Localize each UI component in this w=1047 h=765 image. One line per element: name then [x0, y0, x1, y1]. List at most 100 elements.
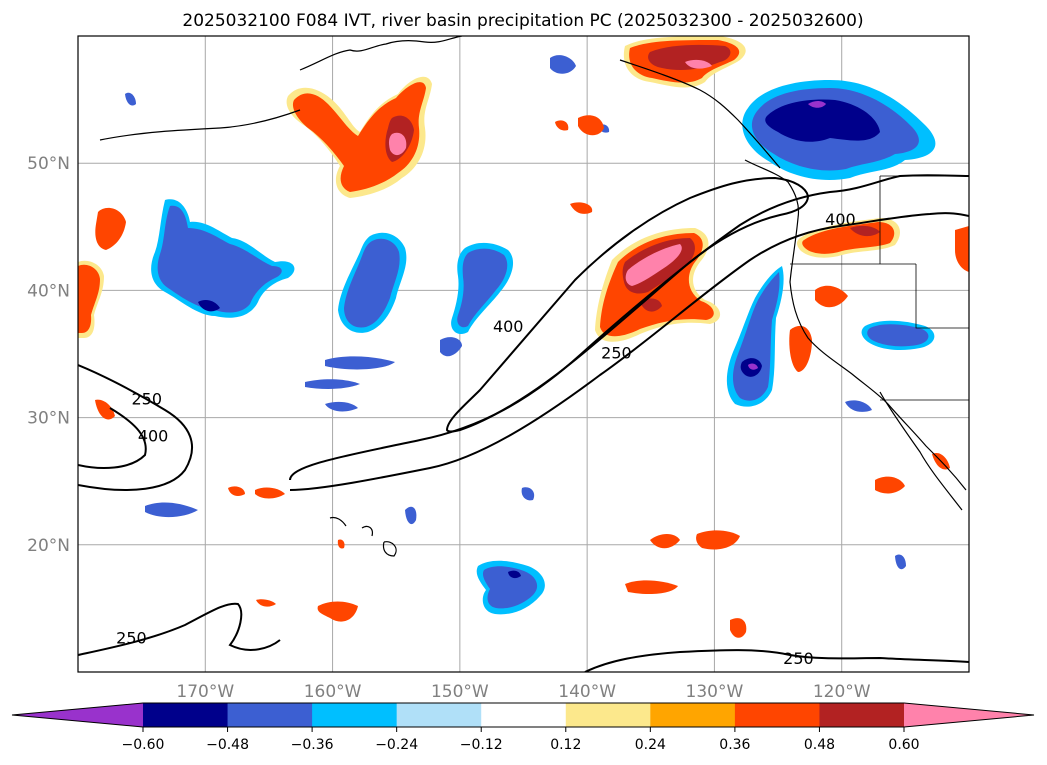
colorbar-segment	[143, 703, 229, 727]
bc-alaska-negative-extreme	[808, 101, 826, 108]
small-negative-patch-1	[325, 356, 395, 370]
colorbar-tick-label: −0.12	[460, 737, 503, 753]
ivt-contour-250-outer	[78, 364, 194, 491]
gulf-alaska-positive-dark	[648, 44, 731, 70]
lon-tick-label: 120°W	[813, 682, 871, 702]
small-negative-patch-11	[845, 400, 872, 412]
small-positive-patch-2	[95, 399, 115, 420]
lon-tick-label: 140°W	[558, 682, 616, 702]
central-positive-patch	[696, 530, 740, 550]
small-positive-patch-6	[570, 202, 593, 214]
colorbar-tick-label: −0.36	[291, 737, 334, 753]
west-edge-positive-core	[78, 264, 100, 333]
small-negative-patch-5	[405, 506, 417, 525]
colorbar-tick-label: 0.24	[635, 737, 666, 753]
southeast-alaska-coast	[619, 59, 781, 169]
ivt-contours	[78, 174, 969, 672]
central-pacific-west-negative-deep	[198, 300, 220, 312]
southern-california-positive	[789, 325, 812, 372]
colorbar-segment	[819, 703, 905, 727]
colorbar-extend-high	[904, 703, 1034, 727]
precipitation-pc-anomalies	[78, 36, 969, 638]
small-negative-patch-3	[325, 401, 358, 412]
lat-tick-label: 30°N	[27, 409, 70, 429]
hawaii-islands	[329, 516, 397, 557]
contour-label: 400	[825, 210, 856, 229]
colorbar-segment	[312, 703, 398, 727]
bc-alaska-negative-deep	[765, 99, 880, 142]
midlatitude-positive-peak	[625, 244, 682, 286]
contour-label: 400	[138, 426, 169, 445]
west-edge-positive-2	[95, 207, 126, 250]
map-border	[77, 35, 970, 673]
lon-tick-label: 130°W	[686, 682, 744, 702]
bering-sea-positive-core	[292, 82, 426, 192]
small-negative-patch-2	[305, 379, 360, 389]
lat-tick-label: 20°N	[27, 536, 70, 556]
baja-california-coast	[879, 391, 963, 511]
contour-labels: 250 400 400 250 400 250 250	[116, 210, 856, 668]
northeast-edge-positive	[955, 226, 969, 272]
negative-pc-regions	[125, 55, 936, 615]
colorbar-segment	[565, 703, 651, 727]
longitude-tick-labels: 170°W 160°W 150°W 140°W 130°W 120°W	[176, 682, 870, 702]
gridlines	[78, 36, 969, 672]
colorbar-tick-label: 0.48	[804, 737, 835, 753]
ivt-contour-250-bottom-right	[584, 649, 969, 672]
alaska-coast	[299, 36, 463, 71]
offshore-california-negative-extreme	[748, 363, 758, 370]
pacific-northwest-positive-dark	[850, 225, 880, 237]
latitude-tick-labels: 50°N 40°N 30°N 20°N	[27, 154, 70, 556]
north-pacific-small-negative-core	[457, 248, 508, 328]
subtropical-negative-core	[482, 566, 538, 609]
nevada-positive	[815, 285, 848, 308]
southern-positive-patch	[625, 580, 678, 594]
southwest-us-negative-core	[867, 324, 929, 347]
midlatitude-positive-dark-2	[640, 298, 662, 312]
us-west-coast	[789, 217, 967, 491]
colorbar-tick-label: 0.12	[550, 737, 581, 753]
bering-sea-positive-peak	[388, 132, 407, 156]
british-columbia-coast	[744, 159, 800, 219]
gulf-alaska-positive-peak	[685, 59, 712, 69]
southern-positive-patch-2	[317, 601, 358, 622]
small-negative-patch-6	[521, 487, 535, 501]
central-pacific-west-negative-core	[157, 205, 282, 313]
lat-tick-label: 50°N	[27, 154, 70, 174]
small-positive-patch-4	[578, 115, 604, 136]
ivt-contour-400-main	[445, 176, 810, 433]
colorbar	[11, 702, 1035, 728]
south-central-positive	[256, 599, 276, 607]
small-positive-patch-1	[255, 487, 285, 499]
colorbar-tick-label: 0.36	[719, 737, 750, 753]
southern-mid-positive	[337, 539, 345, 549]
colorbar-segment	[227, 703, 313, 727]
colorbar-tick-label: −0.60	[122, 737, 165, 753]
figure-title: 2025032100 F084 IVT, river basin precipi…	[182, 11, 863, 31]
contour-label: 250	[783, 649, 814, 668]
aleutian-chain	[99, 109, 301, 141]
colorbar-segment	[734, 703, 820, 727]
contour-label: 400	[493, 317, 524, 336]
colorbar-tick-label: −0.48	[206, 737, 249, 753]
lat-tick-label: 40°N	[27, 281, 70, 301]
central-pacific-mid-negative-core	[344, 238, 400, 328]
central-positive-patch-2	[650, 534, 680, 549]
colorbar-tick-label: −0.24	[375, 737, 418, 753]
mexico-positive	[875, 476, 905, 494]
contour-label: 250	[116, 629, 147, 648]
small-positive-patch-3	[228, 486, 245, 496]
ivt-contour-400-inner	[78, 407, 147, 469]
small-positive-patch-5	[555, 120, 569, 131]
ivt-contour-250-bottom-left	[78, 602, 281, 656]
colorbar-segment	[650, 703, 736, 727]
small-negative-patch-7	[440, 337, 462, 357]
ivt-contour-250-southern	[289, 212, 969, 491]
map-panel: 250 400 400 250 400 250 250	[78, 36, 969, 672]
small-negative-patch-8	[550, 55, 576, 74]
subtropical-negative-deep	[508, 570, 521, 579]
small-negative-patch-4	[145, 502, 198, 518]
small-negative-patch-10	[895, 554, 906, 570]
colorbar-extend-low	[12, 703, 143, 727]
